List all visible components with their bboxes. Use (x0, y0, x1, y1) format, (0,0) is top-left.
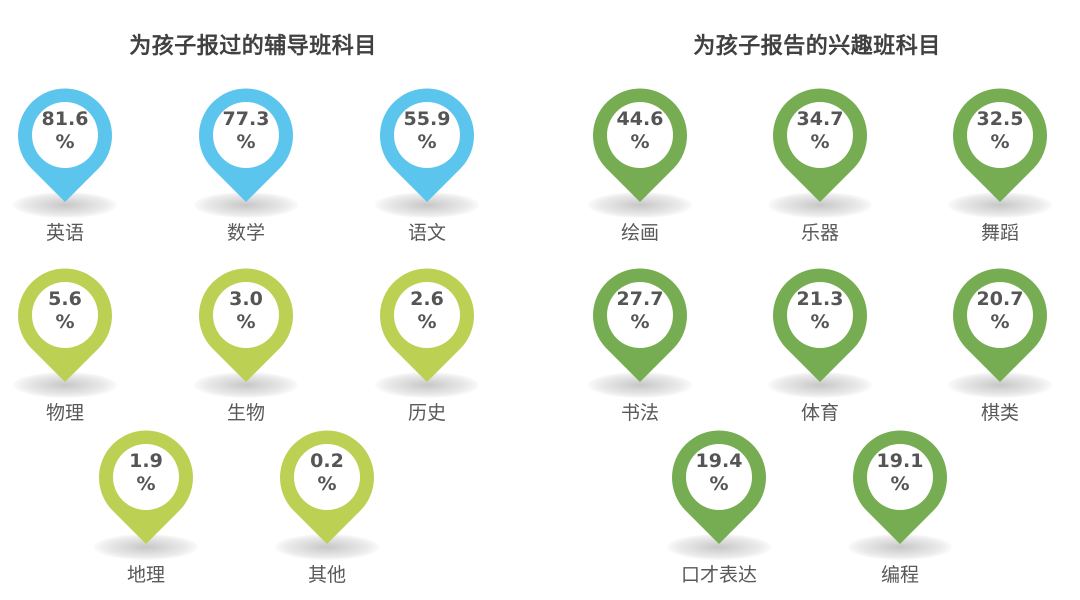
value-unit: % (890, 473, 910, 495)
value-number: 19.1 (876, 450, 924, 472)
left-chart-title: 为孩子报过的辅导班科目 (129, 34, 377, 59)
pin-label: 英语 (45, 222, 84, 244)
map-pin-icon (199, 268, 293, 382)
value-unit: % (317, 473, 337, 495)
pin-label: 书法 (620, 402, 659, 424)
right-chart-title: 为孩子报告的兴趣班科目 (693, 34, 941, 59)
pin-marker-left-7: 0.2% 其他 (275, 430, 379, 600)
pin-value: 1.9% (98, 450, 194, 496)
value-number: 44.6 (616, 108, 664, 130)
value-number: 5.6 (48, 288, 82, 310)
pin-marker-left-5: 2.6% 历史 (375, 268, 479, 438)
value-number: 27.7 (616, 288, 664, 310)
pin-value: 21.3% (772, 288, 868, 334)
value-unit: % (990, 131, 1010, 153)
map-pin-icon (18, 268, 112, 382)
map-pin-icon (18, 88, 112, 202)
pin-label: 体育 (800, 402, 839, 424)
pin-label: 编程 (880, 564, 919, 586)
pin-marker-left-3: 5.6% 物理 (13, 268, 117, 438)
pin-value: 55.9% (379, 108, 475, 154)
value-unit: % (709, 473, 729, 495)
map-pin-icon (593, 268, 687, 382)
pin-marker-right-5: 20.7% 棋类 (948, 268, 1052, 438)
pin-value: 0.2% (279, 450, 375, 496)
map-pin-icon (853, 430, 947, 544)
value-number: 81.6 (41, 108, 89, 130)
value-number: 77.3 (222, 108, 270, 130)
value-number: 55.9 (403, 108, 451, 130)
pin-label: 历史 (407, 402, 446, 424)
pin-marker-right-1: 34.7% 乐器 (768, 88, 872, 258)
value-unit: % (55, 311, 75, 333)
value-unit: % (990, 311, 1010, 333)
map-pin-icon (953, 268, 1047, 382)
value-number: 20.7 (976, 288, 1024, 310)
pin-marker-left-4: 3.0% 生物 (194, 268, 298, 438)
value-number: 3.0 (229, 288, 263, 310)
value-unit: % (236, 131, 256, 153)
pin-label: 口才表达 (680, 564, 757, 586)
map-pin-icon (380, 268, 474, 382)
pin-value: 2.6% (379, 288, 475, 334)
pin-label: 物理 (45, 402, 84, 424)
pin-value: 5.6% (17, 288, 113, 334)
pin-value: 20.7% (952, 288, 1048, 334)
value-unit: % (417, 311, 437, 333)
pin-marker-left-6: 1.9% 地理 (94, 430, 198, 600)
map-pin-icon (773, 268, 867, 382)
pin-value: 44.6% (592, 108, 688, 154)
value-number: 21.3 (796, 288, 844, 310)
value-unit: % (630, 311, 650, 333)
pin-value: 27.7% (592, 288, 688, 334)
value-unit: % (136, 473, 156, 495)
value-unit: % (236, 311, 256, 333)
value-unit: % (630, 131, 650, 153)
pin-marker-right-3: 27.7% 书法 (588, 268, 692, 438)
pin-marker-left-0: 81.6% 英语 (13, 88, 117, 258)
value-number: 1.9 (129, 450, 163, 472)
pin-label: 棋类 (980, 402, 1019, 424)
pin-marker-right-6: 19.4% 口才表达 (667, 430, 771, 600)
value-number: 2.6 (410, 288, 444, 310)
pin-marker-left-1: 77.3% 数学 (194, 88, 298, 258)
pin-marker-right-4: 21.3% 体育 (768, 268, 872, 438)
pin-marker-left-2: 55.9% 语文 (375, 88, 479, 258)
map-pin-icon (672, 430, 766, 544)
map-pin-icon (953, 88, 1047, 202)
pin-label: 数学 (226, 222, 265, 244)
pin-marker-right-0: 44.6% 绘画 (588, 88, 692, 258)
value-number: 34.7 (796, 108, 844, 130)
pin-value: 32.5% (952, 108, 1048, 154)
value-unit: % (810, 131, 830, 153)
pin-marker-right-2: 32.5% 舞蹈 (948, 88, 1052, 258)
pin-label: 语文 (407, 222, 446, 244)
pin-label: 舞蹈 (980, 222, 1019, 244)
pin-label: 绘画 (620, 222, 659, 244)
map-pin-icon (593, 88, 687, 202)
map-pin-icon (99, 430, 193, 544)
map-pin-icon (199, 88, 293, 202)
pin-label: 地理 (126, 564, 165, 586)
pin-label: 乐器 (800, 222, 839, 244)
pin-value: 77.3% (198, 108, 294, 154)
value-unit: % (55, 131, 75, 153)
value-number: 19.4 (695, 450, 743, 472)
pin-value: 19.1% (852, 450, 948, 496)
pin-label: 其他 (307, 564, 346, 586)
pin-value: 81.6% (17, 108, 113, 154)
map-pin-icon (773, 88, 867, 202)
pin-label: 生物 (226, 402, 265, 424)
map-pin-icon (380, 88, 474, 202)
pin-value: 3.0% (198, 288, 294, 334)
value-number: 32.5 (976, 108, 1024, 130)
value-unit: % (417, 131, 437, 153)
pin-value: 34.7% (772, 108, 868, 154)
value-unit: % (810, 311, 830, 333)
pin-marker-right-7: 19.1% 编程 (848, 430, 952, 600)
map-pin-icon (280, 430, 374, 544)
pin-value: 19.4% (671, 450, 767, 496)
value-number: 0.2 (310, 450, 344, 472)
